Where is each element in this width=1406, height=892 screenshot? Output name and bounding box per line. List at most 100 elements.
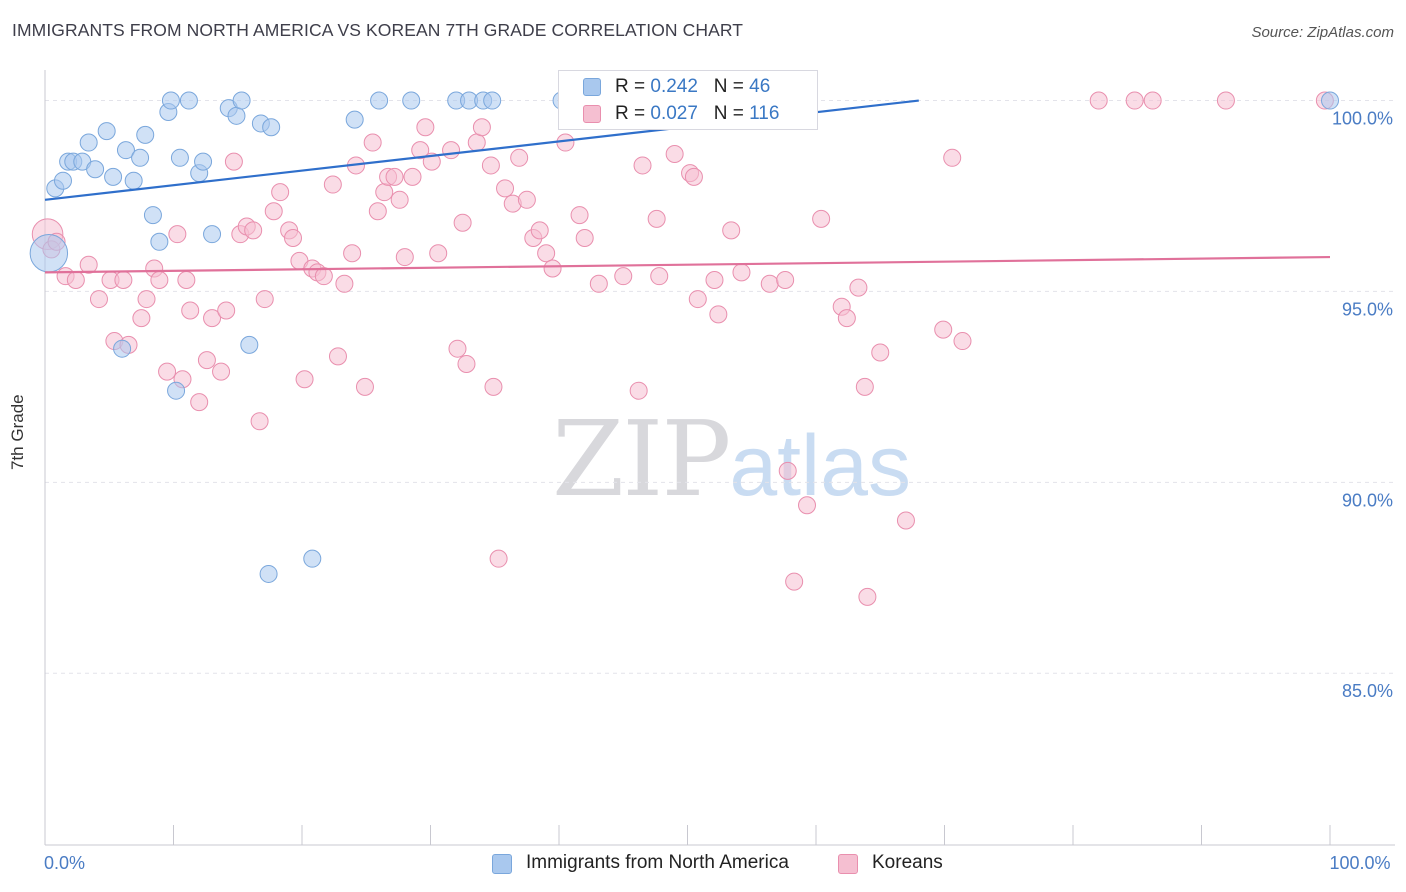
korean-point	[858, 587, 877, 606]
korean-point	[798, 496, 817, 515]
korean-point	[776, 270, 795, 289]
north-america-point	[227, 106, 246, 125]
source-credit: Source: ZipAtlas.com	[1251, 24, 1394, 41]
korean-point	[849, 278, 868, 297]
korean-point	[212, 362, 231, 381]
bottom-legend-swatch-blue	[492, 854, 512, 874]
grid-lines	[45, 100, 1395, 674]
y-tick-label: 95.0%	[1342, 299, 1393, 319]
y-axis-label: 7th Grade	[8, 394, 27, 470]
north-america-point	[104, 167, 123, 186]
north-america-point	[303, 549, 322, 568]
korean-point	[244, 221, 263, 240]
n-label: N =	[713, 76, 750, 97]
korean-point	[203, 309, 222, 328]
korean-point	[295, 370, 314, 389]
korean-point	[416, 118, 435, 137]
north-america-points	[29, 91, 1339, 583]
north-america-point	[116, 141, 135, 160]
korean-point	[323, 175, 342, 194]
axes	[44, 70, 1395, 846]
korean-point	[158, 362, 177, 381]
korean-point	[66, 270, 85, 289]
legend-stats-koreans: R = 0.027 N = 116	[615, 103, 779, 125]
watermark-zip: ZIP	[552, 398, 731, 520]
north-america-point	[86, 160, 105, 179]
north-america-point	[1321, 91, 1339, 110]
north-america-point	[79, 133, 98, 152]
korean-point	[481, 156, 500, 175]
korean-point	[375, 183, 394, 202]
korean-point	[314, 267, 333, 286]
korean-point	[114, 270, 133, 289]
n-value: 46	[749, 76, 771, 97]
korean-point	[722, 221, 741, 240]
bottom-legend-swatch-pink	[838, 854, 858, 874]
legend-swatch-pink	[583, 105, 601, 123]
korean-point	[543, 259, 562, 278]
korean-point	[368, 202, 387, 221]
north-america-point	[262, 118, 281, 137]
korean-point	[448, 339, 467, 358]
korean-point	[284, 228, 303, 247]
korean-point	[812, 209, 831, 228]
n-value: 116	[749, 103, 780, 124]
korean-point	[934, 320, 953, 339]
korean-point	[395, 248, 414, 267]
x-tick-label: 100.0%	[1329, 853, 1390, 873]
legend-swatch-blue	[583, 78, 601, 96]
north-america-point	[179, 91, 198, 110]
korean-point	[530, 221, 549, 240]
r-value: 0.027	[650, 103, 698, 124]
korean-point	[709, 305, 728, 324]
korean-point	[343, 244, 362, 263]
north-america-point	[203, 225, 222, 244]
korean-point	[575, 228, 594, 247]
korean-point	[688, 290, 707, 309]
korean-point	[137, 290, 156, 309]
stats-legend: R = 0.242 N = 46 R = 0.027 N = 116	[558, 70, 818, 130]
korean-point	[271, 183, 290, 202]
north-america-point	[483, 91, 502, 110]
korean-point	[665, 144, 684, 163]
north-america-point	[345, 110, 364, 129]
korean-point	[217, 301, 236, 320]
korean-point	[168, 225, 187, 244]
korean-point	[1125, 91, 1144, 110]
korean-point	[732, 263, 751, 282]
tick-labels: 100.0% 95.0% 90.0% 85.0% 0.0% 100.0%	[44, 109, 1393, 873]
north-america-point	[402, 91, 421, 110]
korean-point	[489, 549, 508, 568]
korean-point	[537, 244, 556, 263]
korean-point	[403, 167, 422, 186]
korean-point	[255, 290, 274, 309]
korean-point	[1216, 91, 1235, 110]
koreans-points	[31, 91, 1334, 606]
north-america-point	[131, 148, 150, 167]
korean-point	[385, 167, 404, 186]
korean-point	[614, 267, 633, 286]
north-america-point	[370, 91, 389, 110]
korean-point	[633, 156, 652, 175]
north-america-point	[194, 152, 213, 171]
bottom-legend-label: Immigrants from North America	[526, 852, 789, 873]
korean-point	[264, 202, 283, 221]
north-america-point	[232, 91, 251, 110]
korean-point	[442, 141, 461, 160]
north-america-point	[113, 339, 132, 358]
north-america-point	[170, 148, 189, 167]
korean-point	[453, 213, 472, 232]
korean-point	[837, 309, 856, 328]
north-america-point	[97, 122, 116, 141]
north-america-point	[53, 171, 72, 190]
korean-point	[760, 274, 779, 293]
korean-point	[132, 309, 151, 328]
north-america-point	[124, 171, 143, 190]
y-tick-label: 90.0%	[1342, 490, 1393, 510]
north-america-point	[167, 381, 186, 400]
korean-point	[190, 393, 209, 412]
north-america-point	[150, 232, 169, 251]
korean-point	[335, 274, 354, 293]
bottom-legend-label: Koreans	[872, 852, 943, 873]
